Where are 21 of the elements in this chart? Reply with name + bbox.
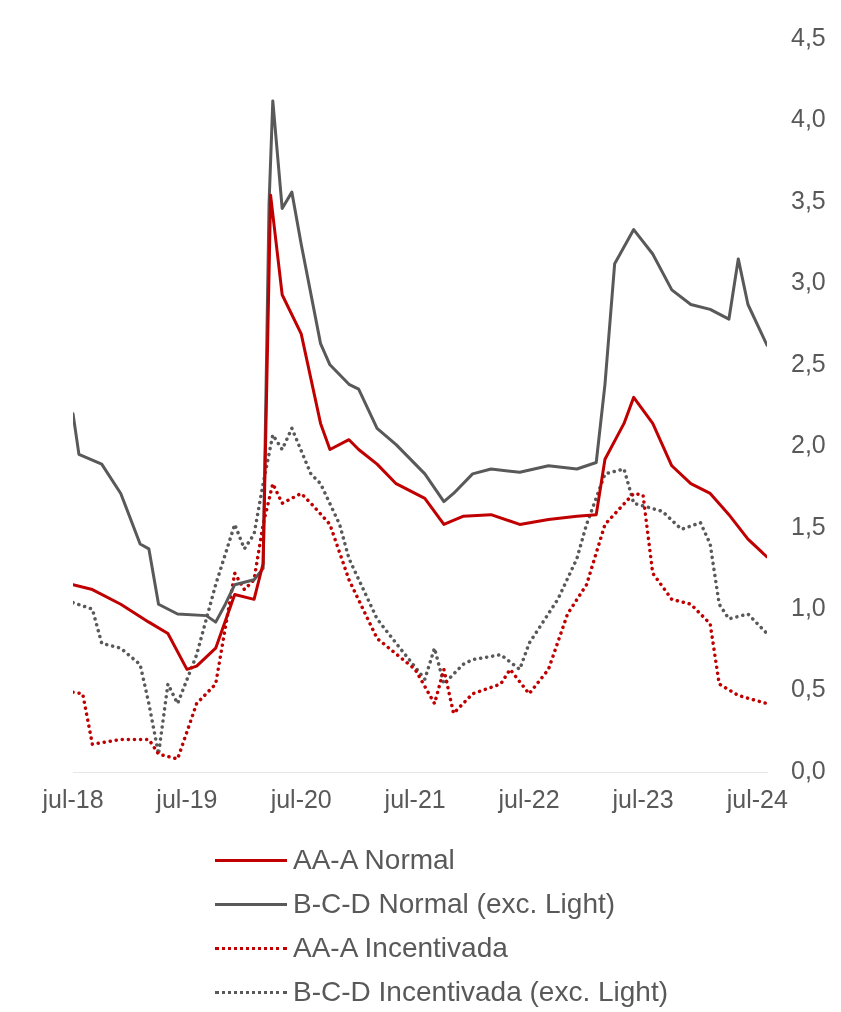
y-tick-label: 2,5: [791, 348, 826, 377]
legend-label: AA-A Normal: [293, 844, 455, 876]
legend-label: B-C-D Incentivada (exc. Light): [293, 976, 669, 1008]
x-tick-label: jul-19: [155, 784, 218, 813]
y-tick-label: 1,5: [791, 511, 826, 540]
x-tick-label: jul-21: [383, 784, 446, 813]
x-tick-label: jul-24: [725, 784, 788, 813]
y-tick-label: 3,0: [791, 267, 826, 296]
legend-label: B-C-D Normal (exc. Light): [293, 888, 616, 920]
x-tick-label: jul-20: [269, 784, 332, 813]
y-tick-label: 2,0: [791, 430, 826, 459]
y-tick-label: 0,0: [791, 755, 826, 784]
y-tick-label: 0,5: [791, 674, 826, 703]
y-tick-label: 4,5: [791, 22, 826, 51]
x-tick-label: jul-18: [41, 784, 104, 813]
legend-label: AA-A Incentivada: [293, 932, 508, 964]
y-tick-label: 1,0: [791, 593, 826, 621]
x-tick-label: jul-22: [497, 784, 560, 813]
y-tick-label: 4,0: [791, 104, 826, 133]
x-tick-label: jul-23: [611, 784, 674, 813]
y-tick-label: 3,5: [791, 185, 826, 214]
